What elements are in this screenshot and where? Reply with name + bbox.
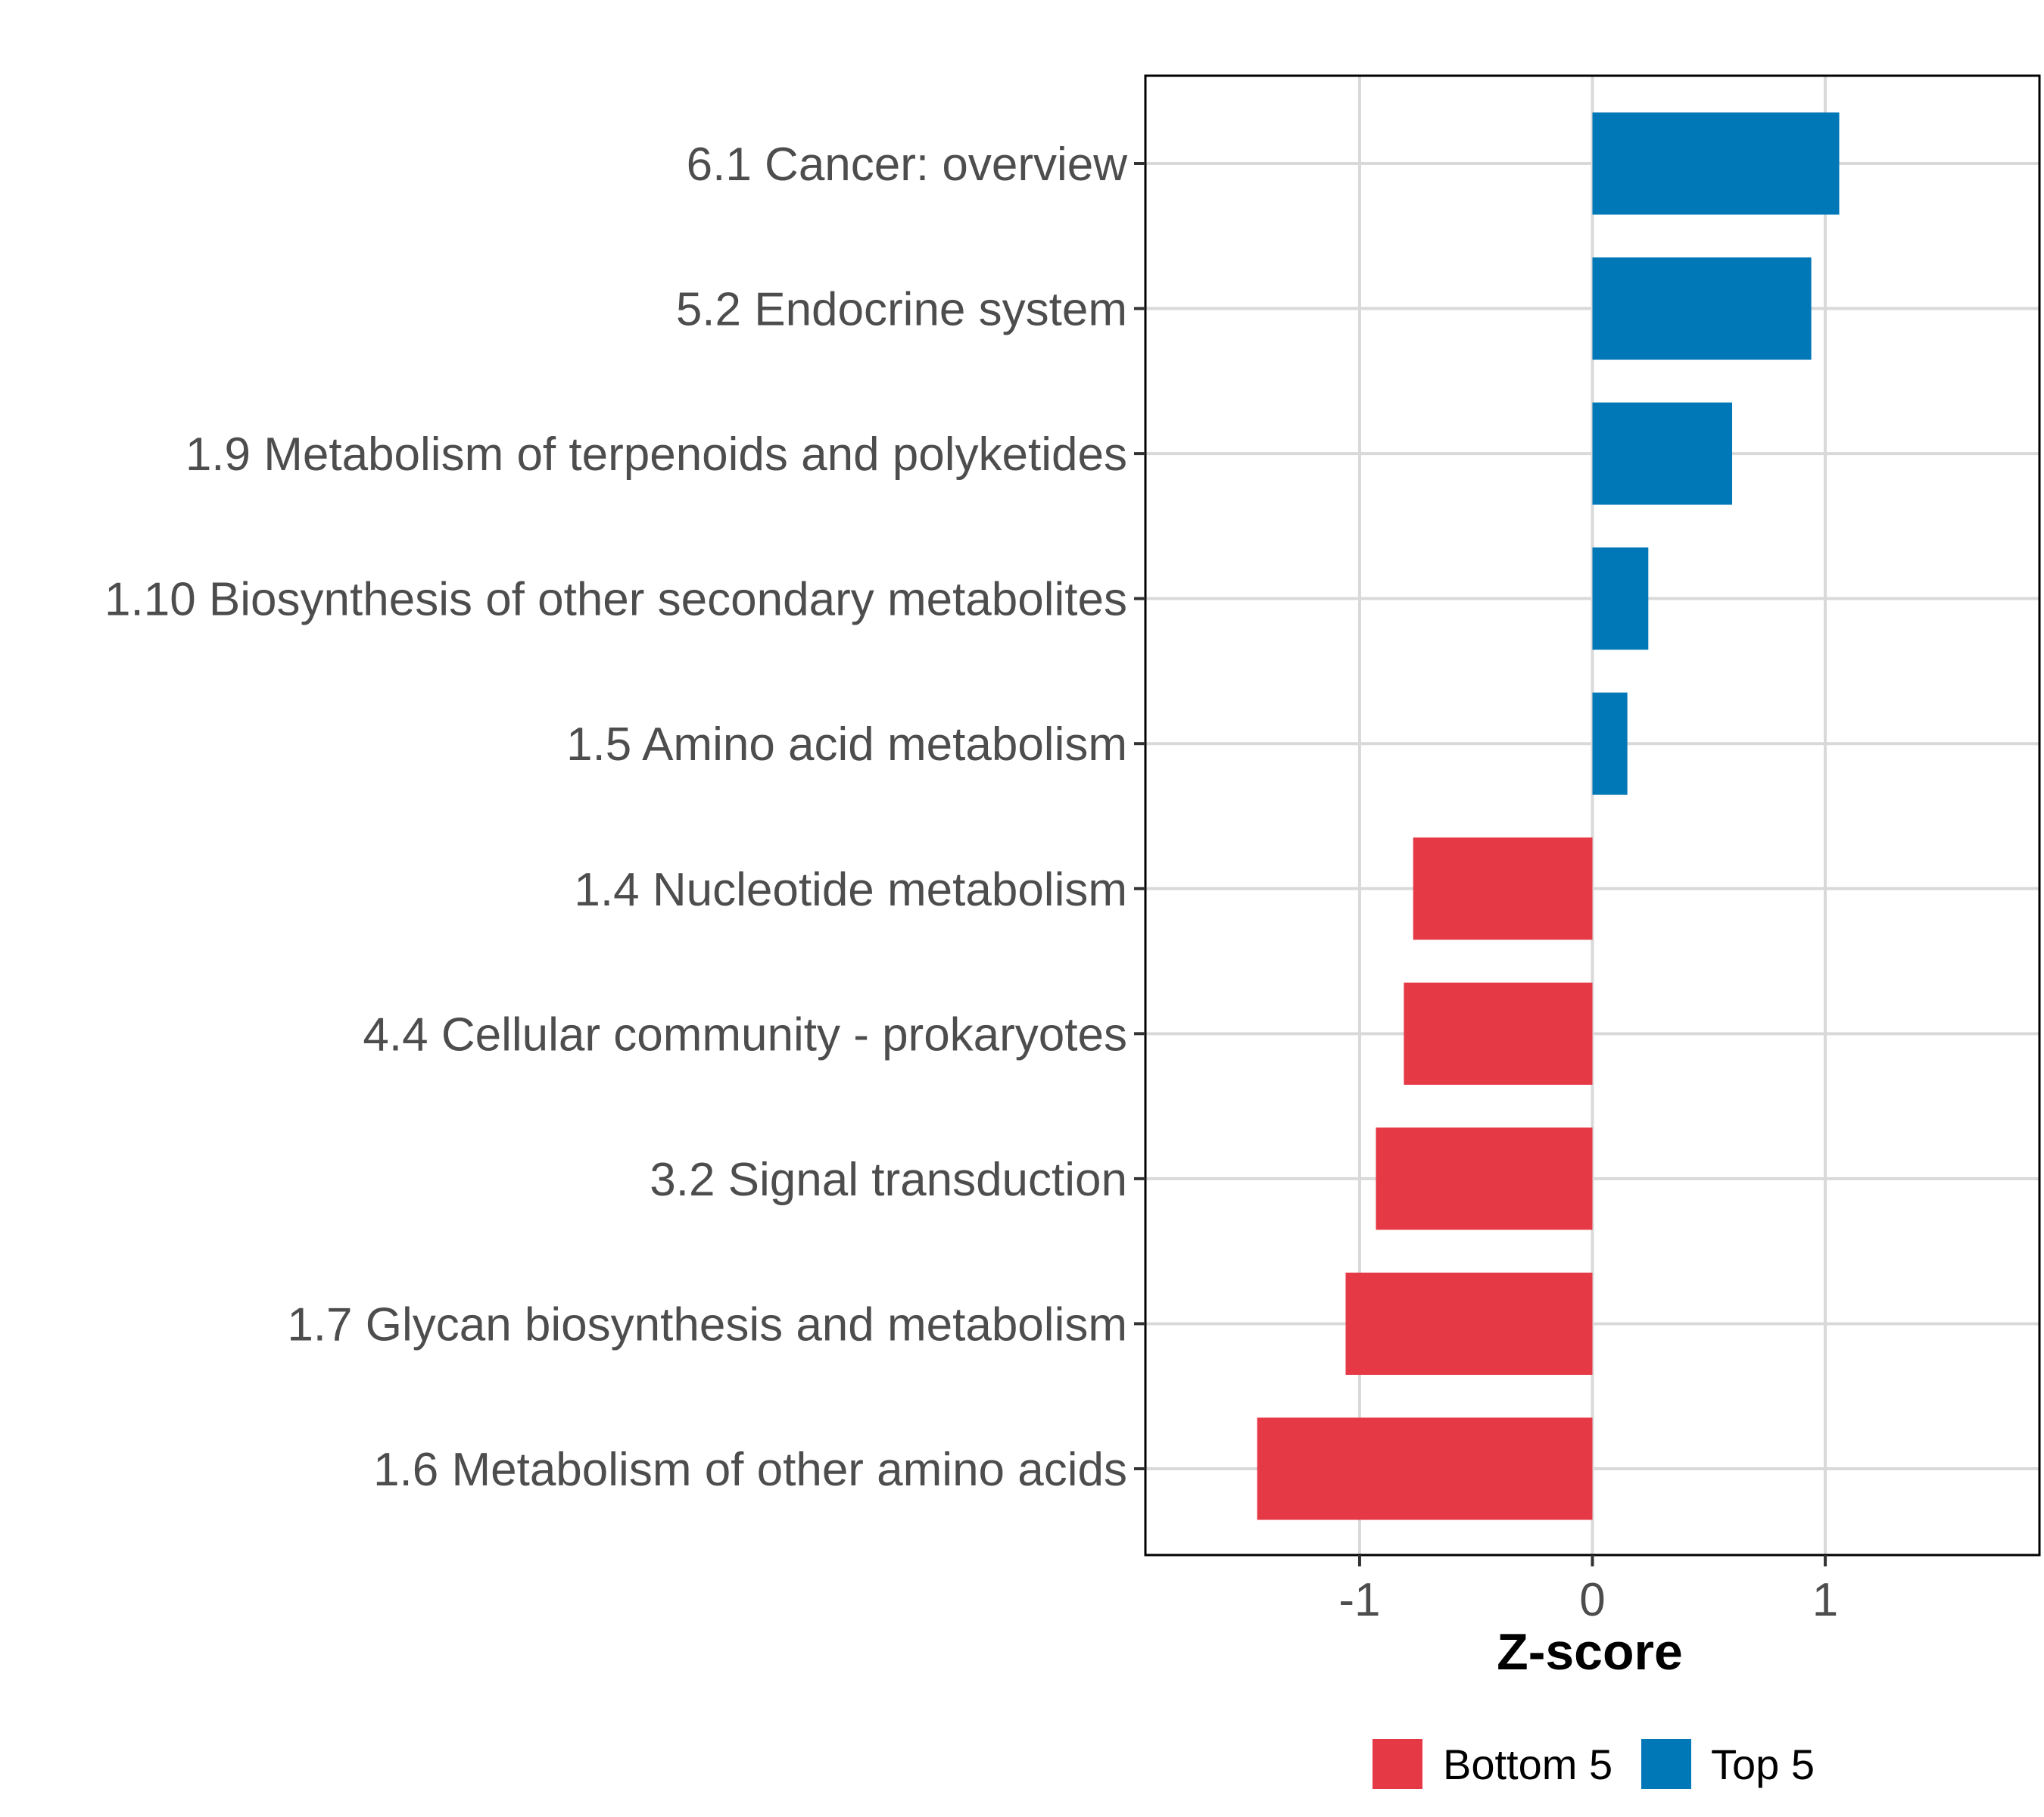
bar (1404, 982, 1593, 1085)
category-label: 1.6 Metabolism of other amino acids (373, 1444, 1127, 1496)
bar (1592, 692, 1628, 795)
legend-label-bottom5: Bottom 5 (1443, 1741, 1612, 1788)
bar (1592, 547, 1649, 650)
bar (1592, 402, 1733, 505)
x-tick-label: -1 (1338, 1574, 1380, 1626)
x-axis-ticks: -1 0 1 (1338, 1555, 1838, 1626)
category-label: 5.2 Endocrine system (676, 284, 1127, 336)
bar (1592, 257, 1812, 360)
x-axis-title: Z-score (1497, 1623, 1683, 1681)
category-label: 1.5 Amino acid metabolism (566, 718, 1127, 771)
x-tick-label: 1 (1812, 1574, 1838, 1626)
x-tick-label: 0 (1579, 1574, 1605, 1626)
category-label: 1.9 Metabolism of terpenoids and polyket… (185, 429, 1127, 481)
bar (1413, 837, 1593, 940)
category-label: 1.4 Nucleotide metabolism (574, 864, 1127, 916)
category-labels: 6.1 Cancer: overview 5.2 Endocrine system… (104, 139, 1145, 1496)
bar (1376, 1127, 1593, 1230)
legend: Bottom 5 Top 5 (1373, 1739, 1815, 1789)
bars (1257, 112, 1840, 1520)
bar (1257, 1417, 1593, 1520)
legend-swatch-bottom5 (1373, 1739, 1422, 1789)
category-label: 3.2 Signal transduction (650, 1154, 1127, 1206)
bar (1592, 112, 1840, 215)
category-label: 4.4 Cellular community - prokaryotes (363, 1008, 1127, 1061)
bar (1345, 1272, 1593, 1375)
category-label: 1.7 Glycan biosynthesis and metabolism (287, 1298, 1127, 1351)
legend-swatch-top5 (1641, 1739, 1691, 1789)
category-label: 6.1 Cancer: overview (687, 139, 1128, 191)
legend-label-top5: Top 5 (1711, 1741, 1815, 1788)
category-label: 1.10 Biosynthesis of other secondary met… (104, 574, 1127, 626)
